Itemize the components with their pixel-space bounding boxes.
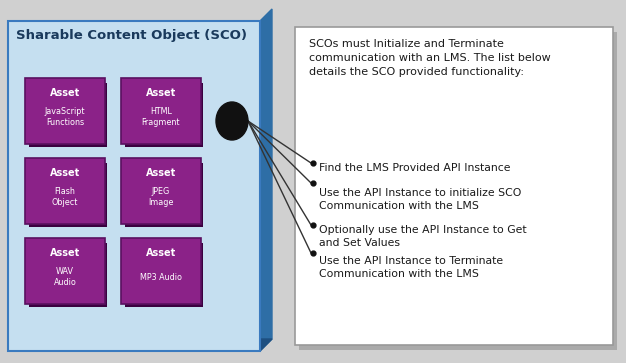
FancyBboxPatch shape	[121, 78, 201, 144]
FancyBboxPatch shape	[121, 158, 201, 224]
Text: Asset: Asset	[146, 168, 176, 178]
Text: Asset: Asset	[146, 248, 176, 258]
Polygon shape	[8, 339, 272, 351]
Text: Optionally use the API Instance to Get
and Set Values: Optionally use the API Instance to Get a…	[319, 225, 526, 248]
FancyBboxPatch shape	[25, 158, 105, 224]
FancyBboxPatch shape	[29, 243, 107, 307]
FancyBboxPatch shape	[25, 238, 105, 304]
Ellipse shape	[216, 102, 248, 140]
Polygon shape	[260, 9, 272, 351]
FancyBboxPatch shape	[125, 163, 203, 227]
Text: SCOs must Initialize and Terminate
communication with an LMS. The list below
det: SCOs must Initialize and Terminate commu…	[309, 39, 551, 77]
Text: Asset: Asset	[50, 168, 80, 178]
Text: JavaScript
Functions: JavaScript Functions	[44, 107, 85, 127]
Text: Use the API Instance to initialize SCO
Communication with the LMS: Use the API Instance to initialize SCO C…	[319, 188, 521, 211]
FancyBboxPatch shape	[125, 83, 203, 147]
Text: MP3 Audio: MP3 Audio	[140, 273, 182, 281]
FancyBboxPatch shape	[295, 27, 613, 345]
Text: Sharable Content Object (SCO): Sharable Content Object (SCO)	[16, 29, 247, 42]
FancyBboxPatch shape	[121, 238, 201, 304]
FancyBboxPatch shape	[25, 78, 105, 144]
Text: Flash
Object: Flash Object	[52, 187, 78, 207]
Text: WAV
Audio: WAV Audio	[54, 267, 76, 287]
Text: Find the LMS Provided API Instance: Find the LMS Provided API Instance	[319, 163, 510, 173]
Text: Asset: Asset	[50, 88, 80, 98]
FancyBboxPatch shape	[29, 163, 107, 227]
Text: Asset: Asset	[146, 88, 176, 98]
Text: Use the API Instance to Terminate
Communication with the LMS: Use the API Instance to Terminate Commun…	[319, 256, 503, 279]
Text: HTML
Fragment: HTML Fragment	[141, 107, 180, 127]
FancyBboxPatch shape	[299, 32, 617, 350]
FancyBboxPatch shape	[8, 21, 260, 351]
Text: Asset: Asset	[50, 248, 80, 258]
FancyBboxPatch shape	[29, 83, 107, 147]
Text: JPEG
Image: JPEG Image	[148, 187, 173, 207]
FancyBboxPatch shape	[125, 243, 203, 307]
